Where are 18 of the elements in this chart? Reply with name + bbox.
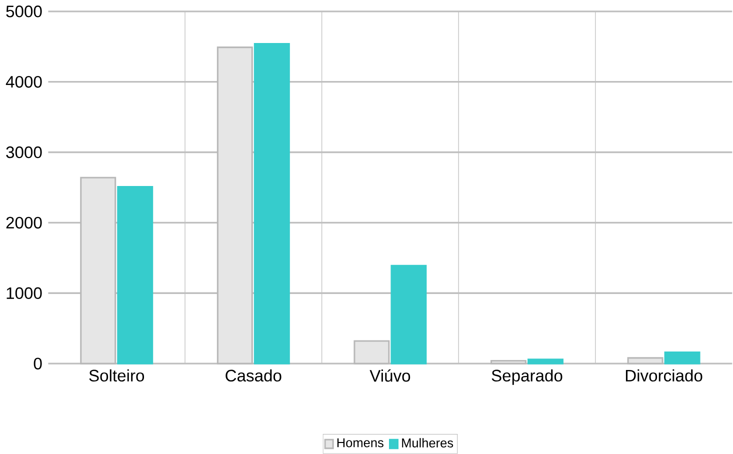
- x-tick-label: Casado: [226, 369, 282, 382]
- y-tick-label: 0: [34, 358, 42, 370]
- x-tick-label: Separado: [492, 369, 562, 385]
- x-tick-label: Divorciado: [626, 369, 702, 382]
- y-tick-label: 2000: [6, 216, 42, 229]
- y-tick-label: 5000: [6, 6, 42, 18]
- y-tick-label: 1000: [6, 287, 42, 300]
- x-tick-label: Viúvo: [370, 369, 410, 382]
- bar: [390, 264, 427, 364]
- bar: [664, 352, 700, 364]
- y-tick-label: 3000: [6, 146, 42, 158]
- bar: [527, 358, 564, 364]
- legend-label: Homens: [337, 438, 384, 448]
- bar: [117, 186, 154, 364]
- bar: [254, 43, 290, 364]
- legend-label: Mulheres: [402, 438, 454, 448]
- y-tick-label: 4000: [6, 76, 42, 88]
- x-tick-label: Solteiro: [89, 369, 144, 382]
